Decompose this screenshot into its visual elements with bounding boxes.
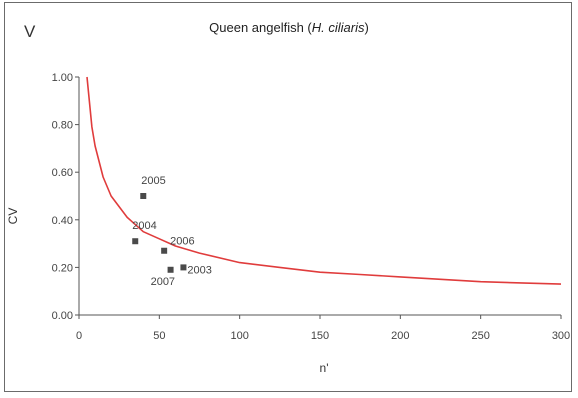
y-tick-label: 0.80 xyxy=(52,120,73,132)
y-tick-label: 0.60 xyxy=(52,167,73,179)
y-tick-label: 0.20 xyxy=(52,262,73,274)
chart-frame: V Queen angelfish (H. ciliaris) CV n' 0.… xyxy=(4,2,572,392)
x-tick-label: 200 xyxy=(391,330,409,342)
fitted-curve xyxy=(86,76,562,285)
fitted-curve-layer xyxy=(86,76,562,285)
x-tick-label: 150 xyxy=(311,330,329,342)
data-label-2007: 2007 xyxy=(151,276,175,288)
y-axis-label: CV xyxy=(6,208,20,225)
x-tick-label: 100 xyxy=(230,330,248,342)
data-point-2006 xyxy=(161,247,168,254)
y-tick-label: 0.00 xyxy=(52,310,73,322)
x-tick-label: 300 xyxy=(552,330,570,342)
panel-label: V xyxy=(24,22,36,41)
title-part-3: ) xyxy=(365,20,369,35)
x-tick-label: 0 xyxy=(76,330,82,342)
axes: 0.00 0.20 0.40 0.60 0.80 1.00 0 50 100 150 200 250 3… xyxy=(52,72,571,342)
chart-title: Queen angelfish (H. ciliaris) xyxy=(209,20,369,35)
x-tick-label: 50 xyxy=(153,330,165,342)
title-part-species: H. ciliaris xyxy=(312,20,365,35)
x-tick-label: 250 xyxy=(471,330,489,342)
data-label-2003: 2003 xyxy=(187,264,211,276)
data-point-2007 xyxy=(167,266,174,273)
data-point-2005 xyxy=(140,193,147,199)
chart: V Queen angelfish (H. ciliaris) CV n' 0.… xyxy=(6,20,571,375)
title-part-1: Queen angelfish ( xyxy=(209,20,312,35)
data-point-2004 xyxy=(132,238,139,245)
data-point-2003 xyxy=(180,264,187,271)
data-label-2006: 2006 xyxy=(170,236,194,248)
x-axis-label: n' xyxy=(320,361,329,375)
data-label-2004: 2004 xyxy=(132,220,156,232)
y-tick-label: 1.00 xyxy=(52,72,73,84)
data-points-layer: 2005 2004 2006 2007 2003 xyxy=(132,175,212,288)
y-tick-label: 0.40 xyxy=(52,215,73,227)
data-label-2005: 2005 xyxy=(141,175,165,187)
